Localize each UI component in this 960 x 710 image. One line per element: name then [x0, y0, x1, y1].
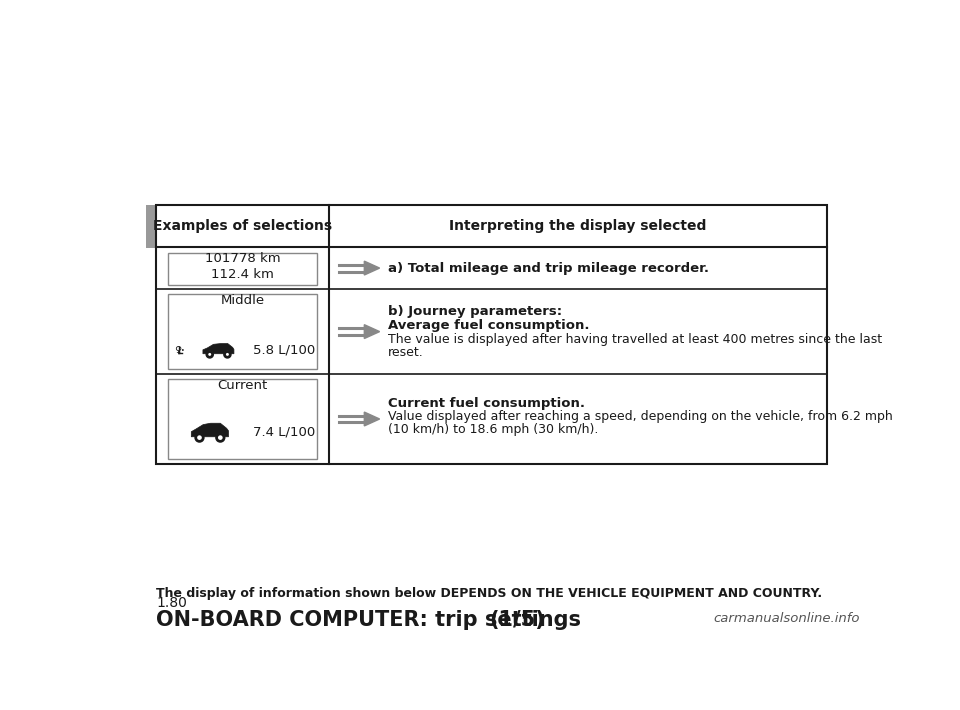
Circle shape [206, 351, 213, 357]
Bar [146, 204, 156, 248]
Text: Average fuel consumption.: Average fuel consumption. [388, 319, 589, 332]
Text: 7.4 L/100: 7.4 L/100 [253, 425, 315, 438]
Text: carmanualsonline.info: carmanualsonline.info [713, 612, 860, 626]
Polygon shape [364, 324, 379, 339]
Text: The value is displayed after having travelled at least 400 metres since the last: The value is displayed after having trav… [388, 333, 882, 346]
Bar [168, 378, 317, 459]
Text: 112.4 km: 112.4 km [211, 268, 274, 280]
Text: b) Journey parameters:: b) Journey parameters: [388, 305, 563, 318]
Text: a) Total mileage and trip mileage recorder.: a) Total mileage and trip mileage record… [388, 261, 709, 275]
Text: (1/5): (1/5) [490, 611, 545, 630]
Text: 101778 km: 101778 km [204, 252, 280, 266]
Text: Examples of selections: Examples of selections [154, 219, 332, 233]
Circle shape [225, 351, 230, 357]
Bar [168, 294, 317, 369]
Text: Current: Current [217, 379, 268, 392]
Bar [168, 253, 317, 285]
Bar [156, 204, 827, 464]
Polygon shape [364, 412, 379, 426]
Text: 5.8 L/100: 5.8 L/100 [253, 344, 315, 356]
Text: (10 km/h) to 18.6 mph (30 km/h).: (10 km/h) to 18.6 mph (30 km/h). [388, 423, 598, 436]
Text: Value displayed after reaching a speed, depending on the vehicle, from 6.2 mph: Value displayed after reaching a speed, … [388, 410, 893, 423]
Text: Middle: Middle [221, 293, 265, 307]
Text: The display of information shown below DEPENDS ON THE VEHICLE EQUIPMENT AND COUN: The display of information shown below D… [156, 587, 823, 600]
Polygon shape [364, 261, 379, 275]
Text: reset.: reset. [388, 346, 424, 359]
Polygon shape [191, 423, 228, 437]
Circle shape [196, 434, 204, 442]
Text: Interpreting the display selected: Interpreting the display selected [449, 219, 707, 233]
Polygon shape [203, 344, 234, 354]
Text: Current fuel consumption.: Current fuel consumption. [388, 397, 586, 410]
Text: ♀: ♀ [175, 344, 181, 354]
Text: ON-BOARD COMPUTER: trip settings: ON-BOARD COMPUTER: trip settings [156, 611, 588, 630]
Text: 1.80: 1.80 [156, 596, 187, 610]
Circle shape [217, 434, 224, 442]
